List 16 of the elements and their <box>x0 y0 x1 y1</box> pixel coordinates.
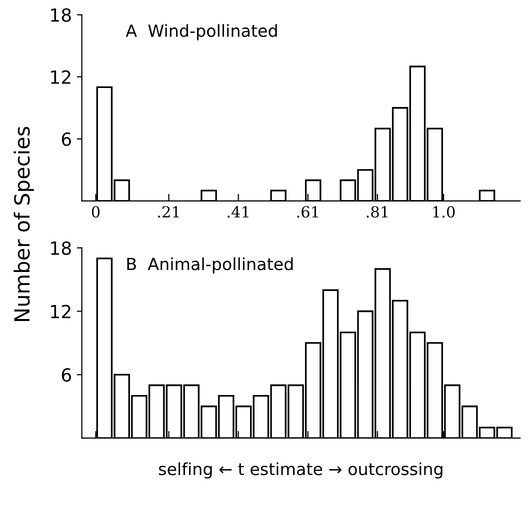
x-tick-label: .41 <box>228 206 248 218</box>
x-axis-title: selfing ← t estimate → outcrossing <box>158 462 442 479</box>
x-tick-label: .81 <box>366 206 388 218</box>
y-tick-label: 18 <box>51 241 71 255</box>
x-tick-label: 0 <box>92 206 100 218</box>
y-tick-label: 6 <box>62 132 71 146</box>
y-tick-label: 12 <box>51 304 70 318</box>
x-tick-label: 1.0 <box>433 206 455 218</box>
text: B Animal-pollinated <box>127 257 293 274</box>
x-tick-label: .21 <box>158 206 179 218</box>
y-tick-label: 18 <box>51 8 71 22</box>
y-axis-title: Number of Species <box>14 126 34 321</box>
text: A Wind-pollinated <box>126 24 277 40</box>
y-tick-label: 12 <box>51 70 70 84</box>
y-tick-label: 6 <box>62 368 71 382</box>
x-tick-label: .61 <box>297 206 318 218</box>
